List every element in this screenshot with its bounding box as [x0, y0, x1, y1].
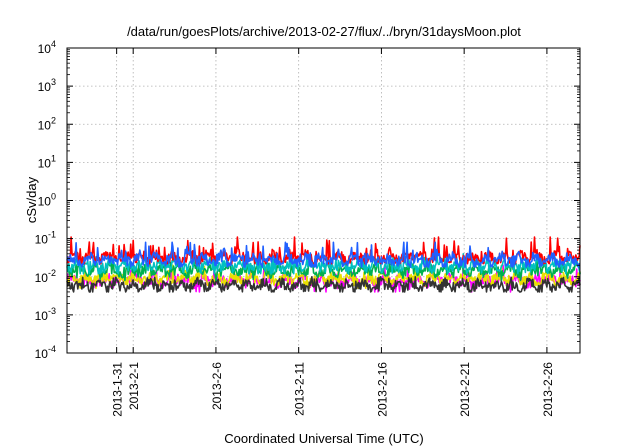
x-tick-label: 2013-2-6: [210, 362, 224, 410]
y-axis-label: cSv/day: [24, 176, 39, 223]
series-line: [66, 253, 581, 275]
x-tick-label: 2013-2-21: [458, 362, 472, 417]
x-tick-label: 2013-2-26: [541, 362, 555, 417]
series-line: [66, 276, 581, 293]
x-tick-label: 2013-2-16: [375, 362, 389, 417]
series-layer: [66, 236, 581, 293]
x-tick-label: 2013-1-31: [111, 362, 125, 417]
series-line: [66, 241, 581, 268]
x-tick-label: 2013-2-1: [127, 362, 141, 410]
chart-title: /data/run/goesPlots/archive/2013-02-27/f…: [127, 24, 521, 39]
x-axis-label: Coordinated Universal Time (UTC): [224, 431, 423, 446]
x-axis: 2013-1-31 2013-2-1 2013-2-6 2013-2-11 2013-2…: [111, 48, 555, 417]
x-tick-label: 2013-2-11: [293, 362, 307, 416]
